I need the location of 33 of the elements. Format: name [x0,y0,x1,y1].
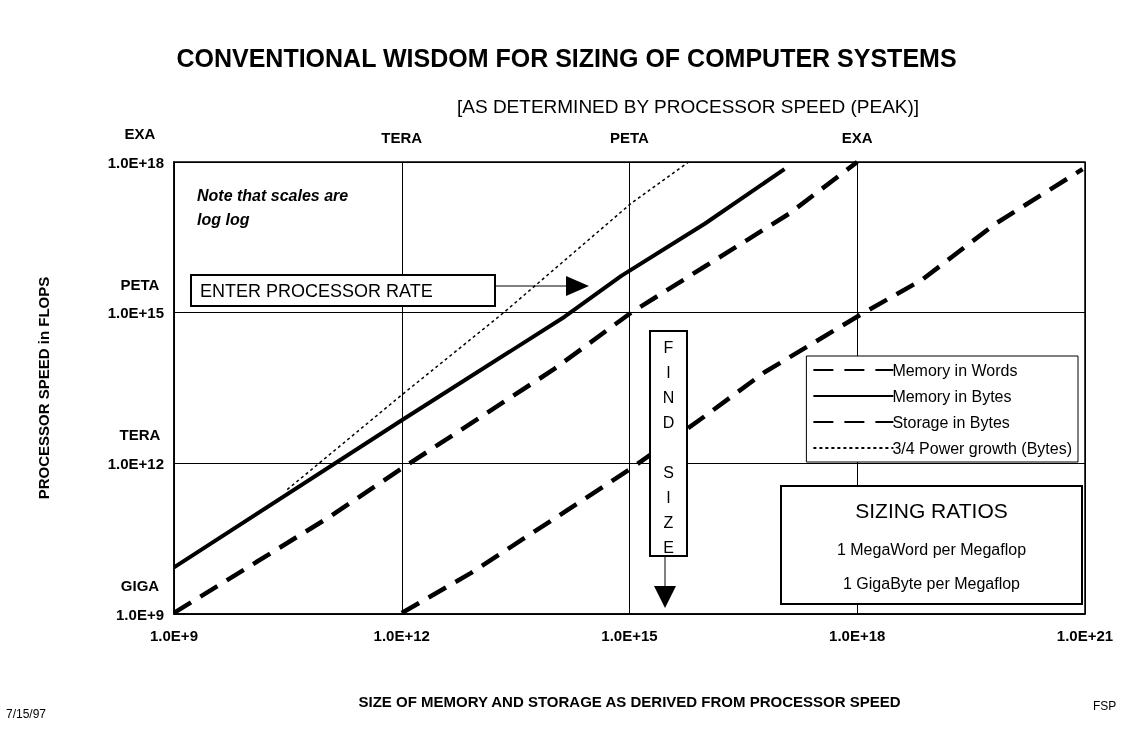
legend-label: Memory in Bytes [892,387,1012,405]
text: PETA [610,129,650,146]
legend-label: 3/4 Power growth (Bytes) [892,439,1072,457]
text: 7/15/97 [6,707,47,721]
text-box: FIND SIZE [649,330,688,557]
x-tick-label: 1.0E+15 [601,627,658,644]
text: GIGA [120,577,160,594]
x-tick-label: 1.0E+12 [373,627,430,644]
chart-title: CONVENTIONAL WISDOM FOR SIZING OF COMPUTER SYSTEMS [176,43,957,72]
legend-label: Memory in Words [892,361,1018,379]
annotation: SIZING RATIOS [854,499,1009,523]
text: PETA [120,275,160,293]
chart-subtitle: [AS DETERMINED BY PROCESSOR SPEED (PEAK)] [457,96,920,117]
y-tick-label: 1.0E+18 [107,153,164,171]
y-axis-title: PROCESSOR SPEED in FLOPS [35,276,52,500]
text: FSP [1093,699,1117,713]
x-axis-title: SIZE OF MEMORY AND STORAGE AS DERIVED FROM PROCESSOR SPEED [358,693,901,710]
text-box: ENTER PROCESSOR RATE [190,274,496,307]
y-tick-label: 1.0E+15 [107,304,164,322]
annotation: 1 MegaWord per Megaflop [835,541,1028,559]
text-box: SIZING RATIOS 1 MegaWord per Megaflop 1 GigaByte per Megaflop [780,485,1083,605]
y-tick-label: 1.0E+12 [107,454,164,472]
legend-label: Storage in Bytes [892,413,1010,431]
x-tick-label: 1.0E+18 [829,627,886,644]
annotation: Note that scales are log log [197,186,353,228]
text: EXA [124,125,156,142]
text: TERA [119,426,161,444]
y-tick-label: 1.0E+9 [116,605,164,623]
text: TERA [381,129,423,146]
annotation: 1 GigaByte per Megaflop [842,575,1021,593]
x-tick-label: 1.0E+9 [150,627,198,644]
text: EXA [841,129,873,146]
x-tick-label: 1.0E+21 [1056,627,1114,644]
